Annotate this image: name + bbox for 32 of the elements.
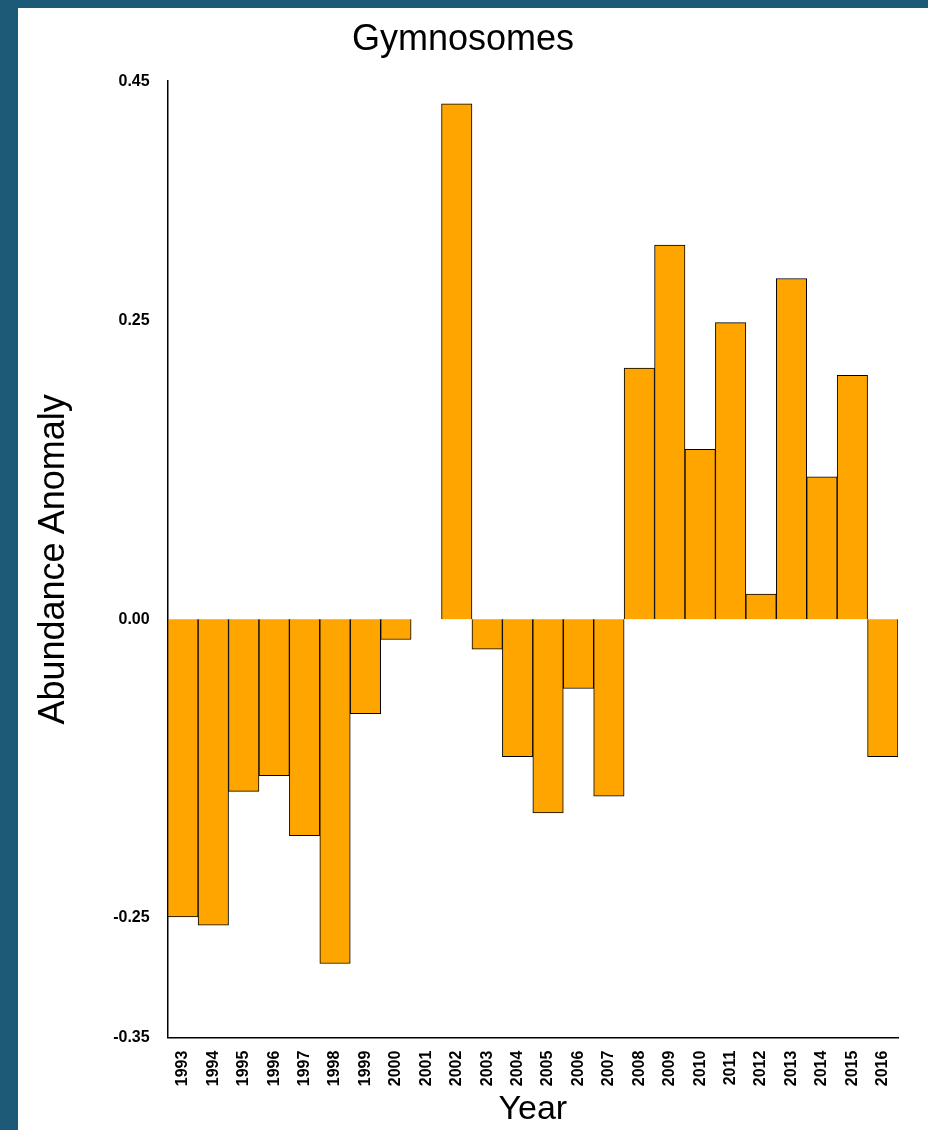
x-tick-label: 2007 — [599, 1050, 617, 1087]
x-tick-label: 2002 — [447, 1050, 465, 1087]
x-tick-label: 1996 — [264, 1050, 282, 1087]
x-tick-label: 2001 — [416, 1050, 434, 1087]
x-tick-label: 2013 — [781, 1050, 799, 1087]
x-tick-label: 2000 — [386, 1050, 404, 1087]
x-tick-label: 2010 — [690, 1050, 708, 1087]
y-tick-label: 0.45 — [118, 71, 150, 89]
x-tick-label: 1994 — [203, 1050, 221, 1087]
x-tick-label: 2015 — [842, 1050, 860, 1087]
y-tick-label: 0.25 — [118, 310, 150, 328]
x-tick-label: 2003 — [477, 1050, 495, 1087]
x-tick-label: 2006 — [568, 1050, 586, 1087]
x-tick-label: 2012 — [751, 1050, 769, 1087]
x-tick-label: 1997 — [295, 1050, 313, 1087]
x-tick-label: 2009 — [660, 1050, 678, 1087]
x-axis-title: Year — [498, 1087, 568, 1126]
x-tick-label: 2005 — [538, 1050, 556, 1087]
x-tick-label: 1993 — [173, 1050, 191, 1087]
x-tick-label: 1999 — [355, 1050, 373, 1087]
y-axis-title: Abundance Anomaly — [30, 394, 72, 725]
x-tick-label: 1995 — [234, 1050, 252, 1087]
x-tick-label: 2014 — [812, 1050, 830, 1087]
x-tick-label: 2004 — [508, 1050, 526, 1087]
chart-title: Gymnosomes — [351, 16, 575, 58]
y-tick-label: -0.35 — [113, 1028, 150, 1046]
y-tick-label: 0.00 — [118, 609, 150, 627]
y-tick-label: -0.25 — [113, 908, 150, 926]
x-tick-label: 2011 — [721, 1050, 739, 1086]
x-tick-label: 2016 — [873, 1050, 891, 1087]
x-tick-label: 2008 — [629, 1050, 647, 1087]
x-tick-label: 1998 — [325, 1050, 343, 1087]
